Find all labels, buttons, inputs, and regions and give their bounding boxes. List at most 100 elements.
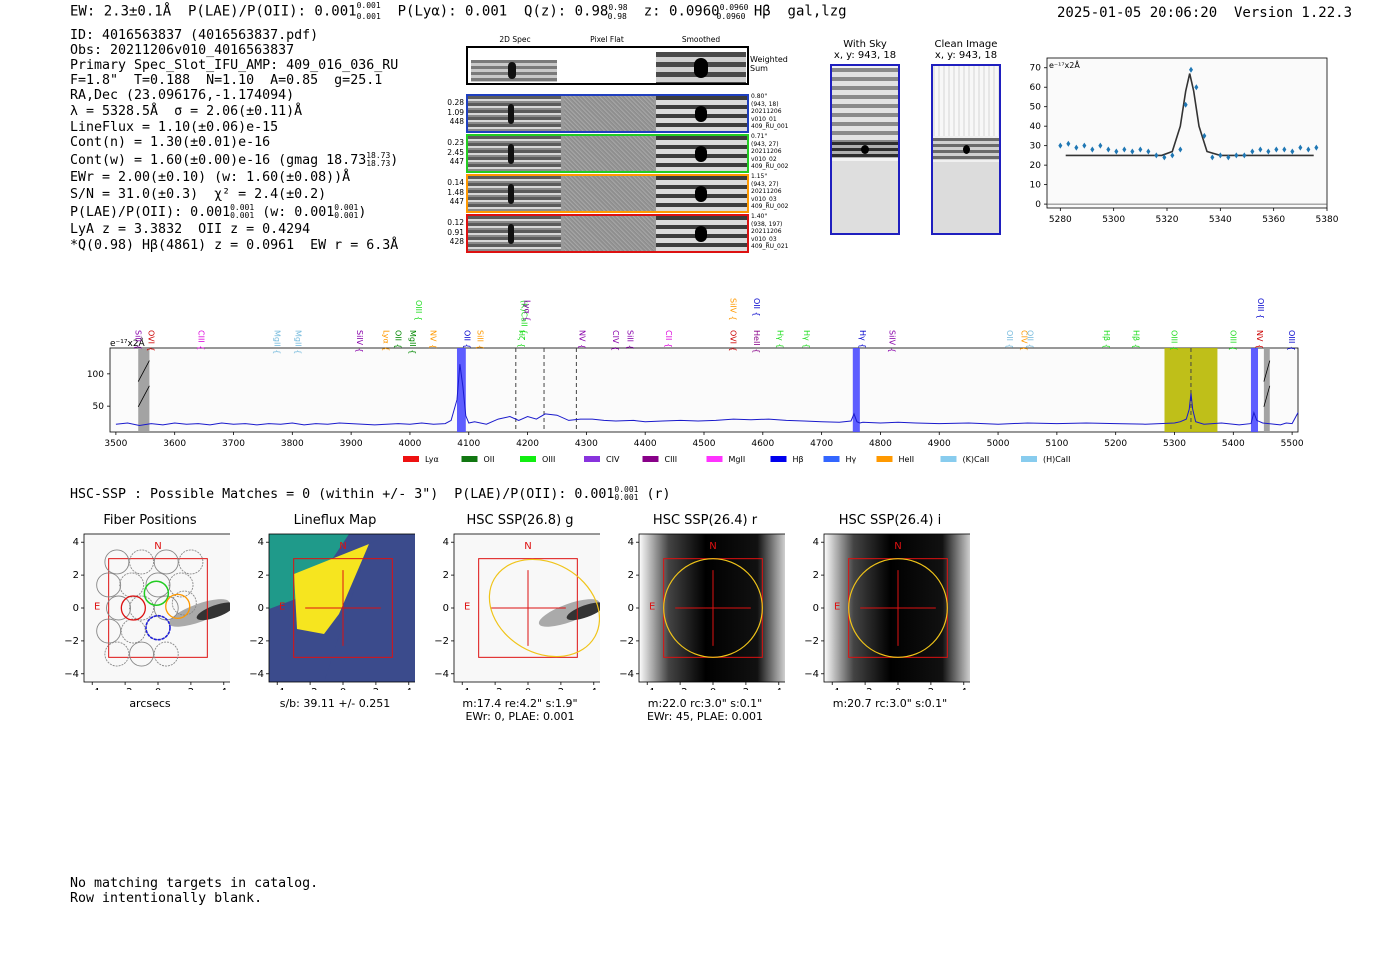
- line-marker: MgII {: [408, 330, 417, 354]
- x-tick-label: 4500: [693, 439, 716, 449]
- with-sky-image: [830, 64, 900, 235]
- cutout-row: [466, 134, 749, 173]
- x-tick-label: 5500: [1281, 439, 1304, 449]
- line-marker-label: SiIV {: [355, 330, 364, 353]
- detail-line: LyA z = 3.3832 OII z = 0.4294: [70, 222, 311, 237]
- y-tick-label: 10: [1030, 181, 1042, 191]
- line-marker-label: OIII {: [1170, 330, 1179, 351]
- line-marker-label: OIII {: [1287, 330, 1296, 351]
- legend-swatch: [876, 456, 893, 462]
- line-marker-label: OIII {: [414, 300, 423, 321]
- image-panel: N E −4 −4 −2 −2 0 0 2 2 4 4: [619, 533, 785, 690]
- y-tick-label: −2: [434, 636, 449, 647]
- x-tick-label: 2: [188, 687, 194, 690]
- weighted-sum-label: Weighted Sum: [750, 55, 788, 73]
- cutout-row-info: 0.80" (943, 18) 20211206 v010_01 409_RU_…: [751, 93, 789, 131]
- detail-line: Cont(n) = 1.30(±0.01)e-16: [70, 135, 271, 150]
- detail-line: LineFlux = 1.10(±0.06)e-15: [70, 120, 279, 135]
- panel-title: Lineflux Map: [293, 513, 377, 528]
- x-tick-label: 5200: [1104, 439, 1127, 449]
- x-tick-label: 4: [406, 687, 412, 690]
- image-panel: N E −4 −4 −2 −2 0 0 2 2 4 4: [804, 533, 970, 690]
- north-label: N: [154, 541, 161, 552]
- line-marker-label: OII {: [752, 298, 761, 317]
- x-tick-label: 2: [373, 687, 379, 690]
- line-marker: Hβ {: [1131, 330, 1140, 349]
- x-tick-label: −2: [118, 687, 133, 690]
- line-marker-label: Lyα {: [523, 300, 532, 321]
- x-tick-label: 0: [710, 687, 716, 690]
- image-panel: N E −4 −4 −2 −2 0 0 2 2 4 4: [64, 533, 230, 690]
- y-tick-label: −4: [434, 669, 449, 680]
- legend-label: OIII: [542, 455, 555, 464]
- east-label: E: [834, 602, 840, 613]
- y-tick-label: 0: [1035, 200, 1041, 210]
- panel-title: HSC SSP(26.4) i: [838, 513, 942, 528]
- line-marker-label: SiII {: [626, 330, 635, 350]
- detail-line: EWr = 2.00(±0.10) (w: 1.60(±0.08))Å: [70, 170, 351, 185]
- line-marker-label: Hβ {: [1131, 330, 1140, 349]
- image-panel: N E −4 −4 −2 −2 0 0 2 2 4 4: [249, 533, 415, 690]
- aperture-box: [108, 558, 208, 658]
- x-tick-label: 5300: [1163, 439, 1186, 449]
- line-marker: (K)CaII {: [520, 300, 529, 334]
- full-spectrum-chart: 50 100 3500 3600 3700 3800 3900 4000 4100 4200 430…: [87, 298, 1304, 464]
- zoom-plot-frame: [1046, 57, 1328, 209]
- line-marker-label: Hζ {: [517, 330, 526, 348]
- hsc-ssp-summary: HSC-SSP : Possible Matches = 0 (within +…: [70, 485, 671, 503]
- weighted-sum-cutout: [466, 46, 749, 85]
- data-point: [1114, 148, 1119, 155]
- cutout-row: [466, 214, 749, 253]
- line-marker-label: OII {: [393, 330, 402, 349]
- line-marker-label: CIV {: [611, 330, 620, 351]
- line-marker-label: CII {: [664, 330, 673, 348]
- fiber-circle: [104, 549, 130, 575]
- x-tick-label: 3600: [163, 439, 186, 449]
- y-tick-label: 4: [258, 537, 264, 548]
- x-tick-label: 5100: [1045, 439, 1068, 449]
- data-point: [1066, 140, 1071, 147]
- line-marker: Hγ {: [858, 330, 867, 348]
- legend-swatch: [403, 456, 419, 462]
- legend-label: CIII: [665, 455, 678, 464]
- x-tick-label: 4: [776, 687, 782, 690]
- data-point: [1178, 146, 1183, 153]
- data-point: [1306, 146, 1311, 153]
- data-point: [1138, 146, 1143, 153]
- legend-label: Hβ: [793, 455, 804, 464]
- hatch-mark: [137, 360, 150, 382]
- legend-label: MgII: [729, 455, 746, 464]
- fiber-highlight: [165, 593, 191, 620]
- line-marker-label: Lyα {: [382, 330, 391, 351]
- x-tick-label: 0: [340, 687, 346, 690]
- fiber-circle: [106, 595, 131, 621]
- cutout-row-info: 0.71" (943, 27) 20211206 v010_02 409_RU_…: [751, 133, 789, 171]
- line-marker: OII {: [752, 298, 761, 317]
- legend-label: OII: [484, 455, 495, 464]
- y-tick-label: 2: [443, 570, 449, 581]
- lineflux-peak: [294, 544, 369, 634]
- x-tick-label: 5400: [1222, 439, 1245, 449]
- x-tick-label: −4: [85, 687, 100, 690]
- x-tick-label: 5340: [1209, 215, 1232, 225]
- x-tick-label: −2: [673, 687, 688, 690]
- galaxy-core: [196, 602, 230, 621]
- x-tick-label: −4: [270, 687, 285, 690]
- data-point: [1258, 146, 1263, 153]
- line-fit-chart: 0 10 20 30 40 50 60 70 5280 5300 5320 5340 5360 5380 e…: [1030, 57, 1339, 225]
- line-marker-label: SiIV {: [729, 298, 738, 321]
- line-marker-label: CIII {: [196, 330, 205, 350]
- line-marker-label: HeII {: [752, 330, 761, 353]
- spectrum-line: [115, 364, 1299, 427]
- y-tick-label: −2: [64, 636, 79, 647]
- galaxy-core: [566, 602, 600, 621]
- ellipse-aperture: [488, 558, 600, 658]
- data-point: [1274, 146, 1279, 153]
- line-marker: SiII {: [626, 330, 635, 350]
- fiber-circle: [129, 595, 155, 621]
- line-marker-label: OII {: [1005, 330, 1014, 349]
- panel-footer: m:17.4 re:4.2" s:1.9" EWr: 0, PLAE: 0.001: [462, 697, 578, 723]
- col-header-2d-spec: 2D Spec: [499, 35, 531, 44]
- y-tick-label: −2: [619, 636, 634, 647]
- detail-line: Obs: 20211206v010_4016563837: [70, 43, 295, 58]
